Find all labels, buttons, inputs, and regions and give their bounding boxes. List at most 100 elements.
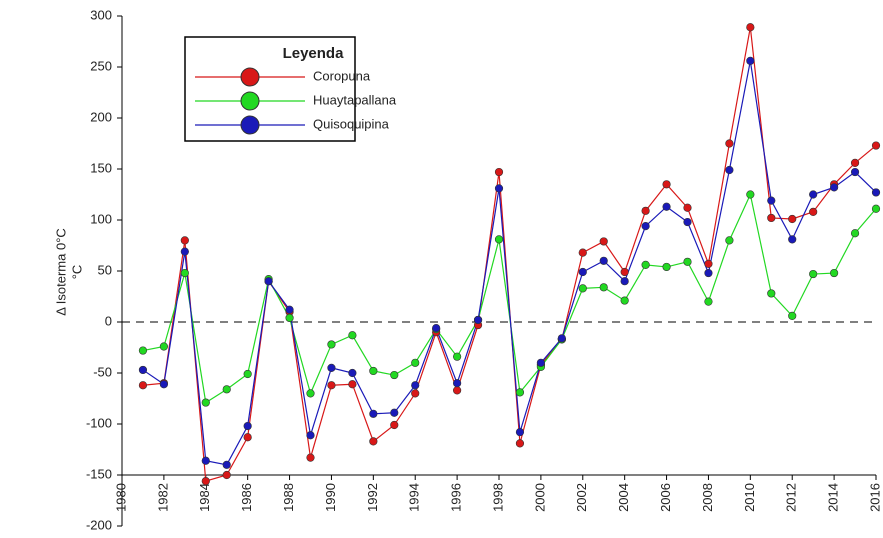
point <box>306 453 315 462</box>
point <box>767 196 776 205</box>
legend-title: Leyenda <box>283 45 345 62</box>
point <box>641 260 650 269</box>
point <box>222 470 231 480</box>
legend-box <box>184 36 356 142</box>
point <box>264 277 273 286</box>
point <box>871 141 881 150</box>
point <box>138 365 148 375</box>
point <box>159 342 168 351</box>
x-tick-label: 1980 <box>113 483 128 512</box>
point <box>620 296 629 305</box>
point <box>369 409 378 418</box>
x-tick-label: 1988 <box>281 483 296 512</box>
point <box>578 248 587 257</box>
point <box>536 358 545 367</box>
point <box>411 389 420 398</box>
legend-label: Quisoquipina <box>313 116 390 131</box>
point <box>201 398 210 407</box>
x-tick-label: 2000 <box>532 483 547 512</box>
point <box>348 380 357 389</box>
y-tick-label: -100 <box>86 415 112 430</box>
point <box>641 222 650 231</box>
legend-marker <box>240 67 260 87</box>
point <box>704 268 713 278</box>
point <box>285 313 294 323</box>
x-tick-label: 1998 <box>490 483 505 512</box>
x-tick-label: 1996 <box>449 483 464 512</box>
point <box>683 217 692 227</box>
point <box>201 477 210 486</box>
point <box>683 203 692 212</box>
point <box>411 358 420 367</box>
legend-label: Huaytapallana <box>313 92 397 107</box>
point <box>243 369 252 379</box>
point <box>746 190 755 199</box>
legend-label: Coropuna <box>313 68 371 83</box>
point <box>809 269 818 279</box>
point <box>788 235 797 244</box>
legend-marker <box>240 115 260 135</box>
point <box>515 428 525 437</box>
point <box>725 165 734 175</box>
x-tick-label: 1992 <box>365 483 380 512</box>
point <box>243 421 252 431</box>
y-axis-label: Δ Isoterma 0°C <box>53 228 68 316</box>
point <box>390 370 399 380</box>
point <box>390 408 399 417</box>
point <box>788 311 797 320</box>
point <box>788 214 797 224</box>
x-tick-label: 2006 <box>658 483 673 512</box>
point <box>159 380 168 389</box>
point <box>809 190 818 199</box>
point <box>578 284 587 293</box>
point <box>599 283 608 292</box>
x-tick-label: 1990 <box>323 483 338 512</box>
point <box>830 268 839 278</box>
point <box>662 262 671 272</box>
y-tick-label: -150 <box>86 466 112 481</box>
point <box>453 352 462 361</box>
point <box>390 420 399 430</box>
point <box>850 229 860 238</box>
point <box>473 315 483 325</box>
x-tick-label: 2010 <box>742 483 757 512</box>
point <box>222 385 231 394</box>
point <box>557 334 566 343</box>
point <box>620 277 629 286</box>
x-tick-label: 1986 <box>239 483 254 512</box>
point <box>662 180 671 189</box>
point <box>180 236 189 245</box>
x-tick-label: 1984 <box>197 483 212 512</box>
point <box>327 340 336 349</box>
point <box>767 289 776 298</box>
y-tick-label: 300 <box>90 7 112 22</box>
point <box>180 247 189 256</box>
point <box>871 204 881 213</box>
point <box>620 267 629 277</box>
point <box>432 324 441 333</box>
point <box>850 158 860 167</box>
y-tick-label: 50 <box>98 262 112 277</box>
y-tick-label: 100 <box>90 211 112 226</box>
point <box>243 433 252 442</box>
point <box>222 460 231 469</box>
point <box>348 368 357 378</box>
point <box>201 456 210 465</box>
point <box>327 363 336 373</box>
x-tick-label: 2014 <box>826 483 841 512</box>
point <box>515 388 525 397</box>
point <box>704 297 713 306</box>
point <box>683 257 692 266</box>
point <box>809 207 818 216</box>
y-axis-label: °C <box>69 265 84 280</box>
point <box>599 256 608 265</box>
x-tick-label: 2002 <box>574 483 589 512</box>
point <box>348 331 357 340</box>
point <box>725 139 734 148</box>
y-tick-label: 250 <box>90 58 112 73</box>
y-tick-label: 150 <box>90 160 112 175</box>
legend-marker <box>240 91 260 111</box>
point <box>578 267 587 277</box>
y-tick-label: 200 <box>90 109 112 124</box>
